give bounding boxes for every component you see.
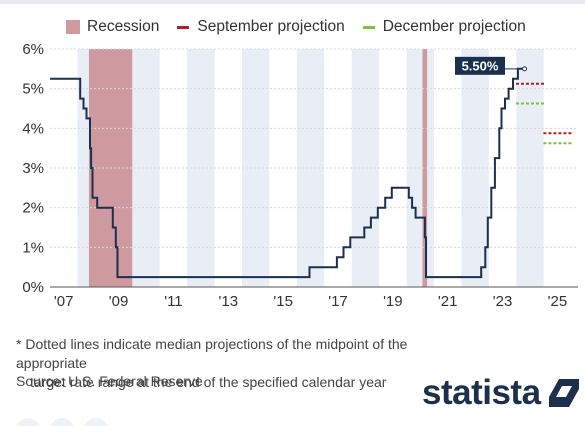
value-callout-label: 5.50%: [462, 58, 499, 73]
x-tick-label: '25: [548, 293, 568, 310]
footnote: * Dotted lines indicate median projectio…: [16, 335, 456, 392]
decor-dot: [84, 418, 108, 426]
recession-swatch: [66, 20, 80, 34]
x-tick-label: '15: [273, 293, 293, 310]
footnote-line-2: target rate range at the end of the spec…: [30, 374, 387, 390]
legend-item-september: September projection: [177, 18, 345, 36]
legend-label-december: December projection: [382, 18, 526, 35]
x-tick-label: '23: [493, 293, 513, 310]
chart: 0% 1% 2% 3% 4% 5% 6% '07 '09 '11 '13 '15 '17 '19 '21 '2…: [22, 41, 578, 310]
recession-band: [422, 49, 428, 287]
x-tick-label: '11: [164, 293, 182, 310]
september-swatch: [177, 25, 190, 29]
y-tick-label: 1%: [22, 239, 44, 256]
y-tick-label: 0%: [22, 279, 44, 296]
source-note: Source: U.S. Federal Reserve: [16, 373, 203, 389]
decor-dot: [50, 418, 74, 426]
top-strip: [0, 0, 585, 4]
x-tick-label: '19: [383, 293, 403, 310]
y-tick-label: 2%: [22, 200, 44, 217]
y-tick-label: 6%: [22, 41, 44, 58]
y-tick-label: 5%: [22, 81, 44, 98]
december-swatch: [362, 25, 375, 29]
legend-item-december: December projection: [362, 18, 526, 36]
x-tick-label: '07: [54, 293, 74, 310]
statista-logo[interactable]: statista: [422, 373, 581, 413]
statista-logo-icon: [548, 379, 579, 407]
legend: Recession September projection December …: [66, 14, 526, 40]
legend-item-recession: Recession: [66, 18, 159, 36]
x-tick-label: '13: [219, 293, 239, 310]
line-end-marker: [522, 66, 528, 72]
legend-label-september: September projection: [197, 18, 345, 35]
rate-line: [50, 67, 525, 279]
x-tick-label: '09: [109, 293, 129, 310]
x-tick-label: '21: [438, 293, 458, 310]
bottom-decoration: [16, 418, 108, 426]
x-tick-label: '17: [328, 293, 348, 310]
y-tick-label: 3%: [22, 160, 44, 177]
decor-dot: [16, 418, 40, 426]
footnote-line-1: * Dotted lines indicate median projectio…: [16, 336, 408, 371]
value-callout-box: [455, 56, 505, 75]
logo-text: statista: [422, 373, 541, 412]
legend-label-recession: Recession: [87, 18, 160, 35]
y-tick-label: 4%: [22, 120, 44, 137]
